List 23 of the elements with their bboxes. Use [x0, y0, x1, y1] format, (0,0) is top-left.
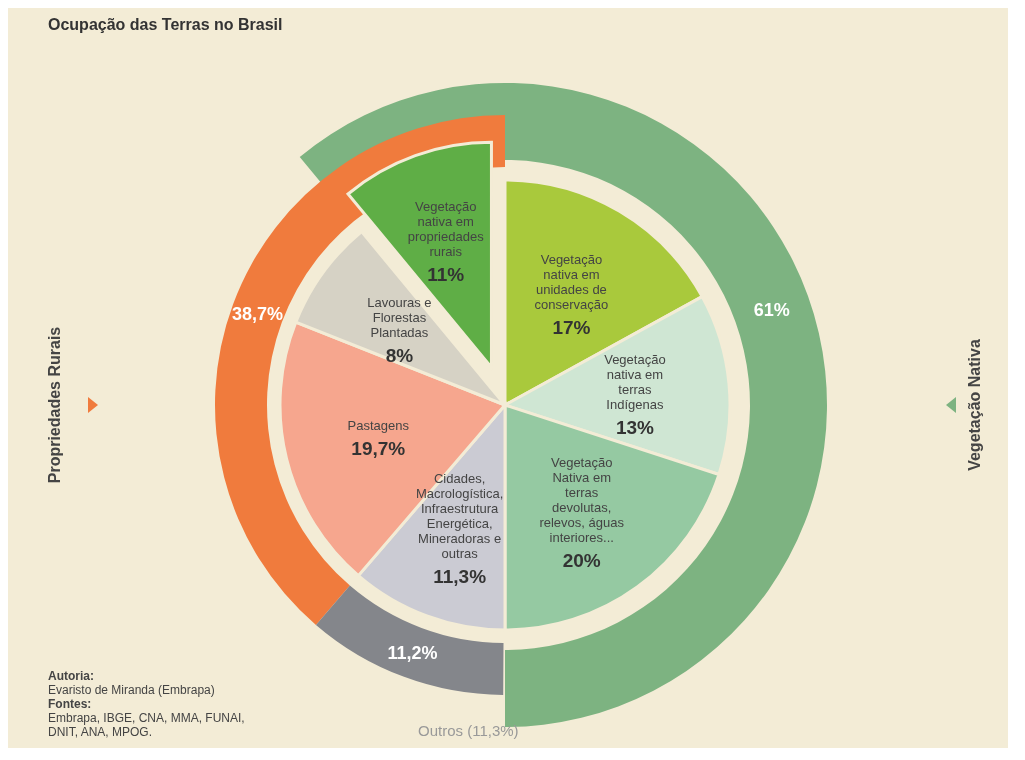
slice-label: Lavouras e Florestas Plantadas — [367, 294, 432, 340]
slice-label: Cidades, Macrologística, Infraestrutura Energética, Mineradoras e outras — [415, 471, 504, 562]
category-label: Vegetação Nativa — [966, 339, 983, 471]
slice-label: Vegetação nativa em unidades de conservação — [534, 251, 609, 312]
slice-label: Vegetação Nativa em terras devolutas, relevos, águas interiores... — [539, 454, 625, 545]
data-label: 38,7% — [231, 304, 283, 325]
slice-label: Vegetação nativa em propriedades rurais — [407, 199, 485, 260]
data-label: 17% — [552, 316, 591, 338]
category-label: Propriedades Rurais — [46, 326, 63, 484]
text: Autoria: Evaristo de Miranda (Embrapa) — [48, 669, 215, 697]
data-label: 19,7% — [351, 437, 406, 459]
data-label: 13% — [615, 416, 655, 438]
category-label: Outros (11,3%) — [418, 722, 519, 739]
data-label: 61% — [753, 299, 790, 320]
data-label: 11% — [427, 264, 465, 286]
data-label: 20% — [562, 549, 601, 571]
text: Fontes: Embrapa, IBGE, CNA, MMA, FUNAI, DNIT, ANA, MPOG. — [48, 697, 245, 739]
slice-label: Pastagens — [347, 417, 410, 433]
data-label: 11,2% — [387, 643, 438, 664]
slice-label: Vegetação nativa em terras Indígenas — [604, 351, 666, 412]
data-label: 11,3% — [433, 566, 487, 588]
chart-title: Ocupação das Terras no Brasil — [48, 16, 283, 33]
data-label: 8% — [385, 344, 414, 366]
